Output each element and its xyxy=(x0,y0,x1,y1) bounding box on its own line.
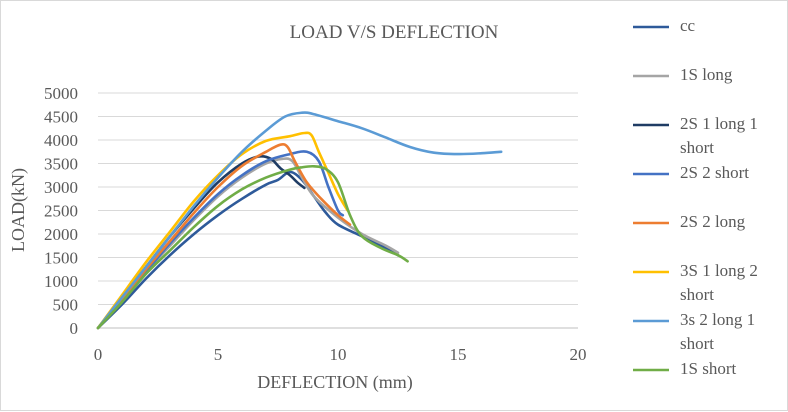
y-tick-label: 3000 xyxy=(44,178,78,197)
y-axis-label: LOAD(kN) xyxy=(8,168,29,252)
series-line-1 xyxy=(96,157,400,330)
gridlines xyxy=(98,92,578,305)
y-tick-label: 2500 xyxy=(44,202,78,221)
y-tick-label: 1500 xyxy=(44,249,78,268)
x-axis-label: DEFLECTION (mm) xyxy=(257,372,412,393)
legend-label-4: 2S 2 long xyxy=(680,212,746,231)
y-tick-label: 0 xyxy=(70,319,79,338)
series-line-7 xyxy=(96,164,409,330)
y-tick-label: 4000 xyxy=(44,131,78,150)
series-line-6 xyxy=(96,111,503,330)
legend-label-6: 3s 2 long 1 short xyxy=(680,310,755,353)
x-tick-label: 10 xyxy=(330,345,347,364)
legend-label-5: 3S 1 long 2 short xyxy=(680,261,758,304)
legend-label-1: 1S long xyxy=(680,65,733,84)
series-line-0 xyxy=(96,170,400,330)
y-tick-label: 5000 xyxy=(44,84,78,103)
y-tick-labels: 0 500 1000 1500 2000 2500 3000 3500 4000 4500 5000 xyxy=(44,84,78,338)
series-lines xyxy=(96,111,503,330)
y-tick-label: 2000 xyxy=(44,225,78,244)
x-tick-label: 20 xyxy=(570,345,587,364)
legend-label-7: 1S short xyxy=(680,359,736,378)
legend-label-3: 2S 2 short xyxy=(680,163,749,182)
x-tick-labels: 0 5 10 15 20 xyxy=(94,345,587,364)
x-tick-label: 15 xyxy=(450,345,467,364)
series-line-4 xyxy=(96,143,352,330)
series-line-5 xyxy=(96,131,349,330)
legend: cc 1S long 2S 1 long 1 short 2S 2 short 2S 2 … xyxy=(633,16,758,378)
y-tick-label: 500 xyxy=(53,296,79,315)
series-line-3 xyxy=(96,150,345,330)
chart-title: LOAD V/S DEFLECTION xyxy=(290,22,499,43)
y-tick-label: 3500 xyxy=(44,155,78,174)
x-tick-label: 5 xyxy=(214,345,223,364)
x-tick-label: 0 xyxy=(94,345,103,364)
y-tick-label: 4500 xyxy=(44,108,78,127)
y-tick-label: 1000 xyxy=(44,272,78,291)
legend-label-0: cc xyxy=(680,16,696,35)
legend-label-2: 2S 1 long 1 short xyxy=(680,114,758,157)
